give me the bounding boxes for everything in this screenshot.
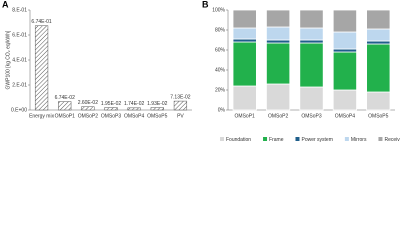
bar-segment xyxy=(299,39,324,44)
bar-segment xyxy=(332,9,357,33)
y-tick-label: 100% xyxy=(212,7,225,13)
bar-segment xyxy=(366,28,391,42)
bar-segment xyxy=(232,85,257,111)
y-tick-label: 2.E-01 xyxy=(12,82,27,88)
bar-segment xyxy=(299,86,324,111)
bar-segment xyxy=(232,38,257,43)
legend-swatch xyxy=(263,137,268,141)
legend-swatch xyxy=(295,137,300,141)
bar xyxy=(173,100,188,111)
x-tick-label: OMSoP2 xyxy=(78,113,99,119)
bar xyxy=(81,106,95,111)
value-label: 6.74E-02 xyxy=(55,95,76,101)
legend-label: Frame xyxy=(269,137,284,143)
bar-segment xyxy=(266,39,291,44)
y-tick-label: 40% xyxy=(215,67,226,73)
y-tick-label: 0.E+00 xyxy=(11,107,27,113)
bar-segment xyxy=(266,42,291,85)
x-tick-label: OMSoP2 xyxy=(268,113,289,119)
bar-segment xyxy=(266,83,291,111)
value-label: 6.74E-01 xyxy=(31,19,52,25)
y-tick-label: 20% xyxy=(215,87,226,93)
bar-segment xyxy=(232,41,257,87)
bar-segment xyxy=(366,91,391,111)
legend-label: Receiver xyxy=(384,137,400,143)
y-tick-label: 4.E-01 xyxy=(12,57,27,63)
value-label: 1.95E-02 xyxy=(101,101,122,107)
legend-swatch xyxy=(344,137,349,141)
x-tick-label: OMSoP5 xyxy=(147,113,168,119)
bar-segment xyxy=(332,31,357,50)
bar-segment xyxy=(366,43,391,93)
x-tick-label: OMSoP4 xyxy=(124,113,145,119)
bar xyxy=(58,101,72,111)
bar xyxy=(104,107,118,111)
x-tick-label: OMSoP3 xyxy=(101,113,122,119)
bar-segment xyxy=(232,27,257,40)
value-label: 2.60E-02 xyxy=(78,100,99,106)
bar-segment xyxy=(299,9,324,29)
legend-swatch xyxy=(220,137,224,141)
panel-label: A xyxy=(2,0,9,9)
legend-swatch xyxy=(378,137,383,141)
x-tick-label: OMSoP4 xyxy=(335,113,356,119)
legend-label: Mirrors xyxy=(351,137,367,143)
value-label: 1.74E-02 xyxy=(124,101,145,107)
x-tick-label: OMSoP1 xyxy=(55,113,76,119)
x-tick-label: OMSoP5 xyxy=(368,113,389,119)
legend-label: Power system xyxy=(301,137,332,143)
y-tick-label: 60% xyxy=(215,47,226,53)
bar-segment xyxy=(266,26,291,41)
value-label: 7.13E-02 xyxy=(170,94,191,100)
bar xyxy=(150,107,164,111)
panel-label: B xyxy=(202,0,209,9)
y-axis-label: GWP100 [kg CO₂ eq/kWh] xyxy=(5,30,11,90)
x-tick-label: PV xyxy=(177,113,184,119)
value-label: 1.93E-02 xyxy=(147,101,168,107)
bar-segment xyxy=(299,42,324,88)
bar-segment xyxy=(332,48,357,53)
bar-segment xyxy=(366,40,391,45)
x-tick-label: Energy mix xyxy=(29,113,55,119)
bar-segment xyxy=(332,89,357,111)
figure: A 0.E+00 2.E-01 4.E-01 6.E-01 8.E-01 GWP100 [k… xyxy=(2,0,400,143)
bar xyxy=(127,107,141,111)
legend-label: Foundation xyxy=(226,137,251,143)
y-tick-label: 8.E-01 xyxy=(12,7,27,13)
y-tick-label: 0% xyxy=(218,107,226,113)
bar-segment xyxy=(266,9,291,28)
x-tick-label: OMSoP3 xyxy=(301,113,322,119)
y-tick-label: 80% xyxy=(215,27,226,33)
bar-segment xyxy=(232,9,257,29)
bar-segment xyxy=(366,9,391,30)
bar-segment xyxy=(299,27,324,41)
y-tick-label: 6.E-01 xyxy=(12,32,27,38)
bar xyxy=(34,25,49,111)
bar-segment xyxy=(332,51,357,91)
x-tick-label: OMSoP1 xyxy=(235,113,256,119)
